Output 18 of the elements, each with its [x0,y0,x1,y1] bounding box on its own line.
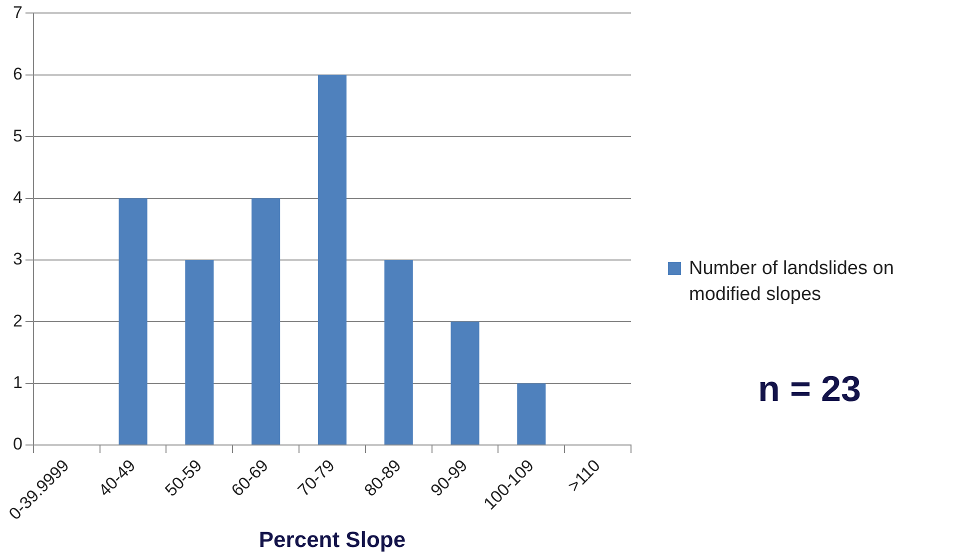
bar [450,322,480,445]
bar [517,383,546,445]
y-tick-label: 7 [12,2,22,22]
text: n = 23 [758,368,862,410]
bar [185,260,214,445]
y-tick-label: 0 [12,434,22,454]
bar [384,260,413,445]
x-axis-title: Percent Slope [258,526,406,552]
y-tick-label: 5 [12,126,22,146]
legend-label: Number of landslides on modified slopes [689,257,895,307]
y-tick-label: 2 [12,311,22,330]
y-tick-label: 6 [12,64,22,84]
y-tick-label: 3 [12,250,22,269]
y-tick-label: 4 [12,188,22,207]
bar [318,74,346,445]
bar [252,198,280,445]
y-tick-label: 1 [12,373,22,392]
bar [118,198,148,445]
